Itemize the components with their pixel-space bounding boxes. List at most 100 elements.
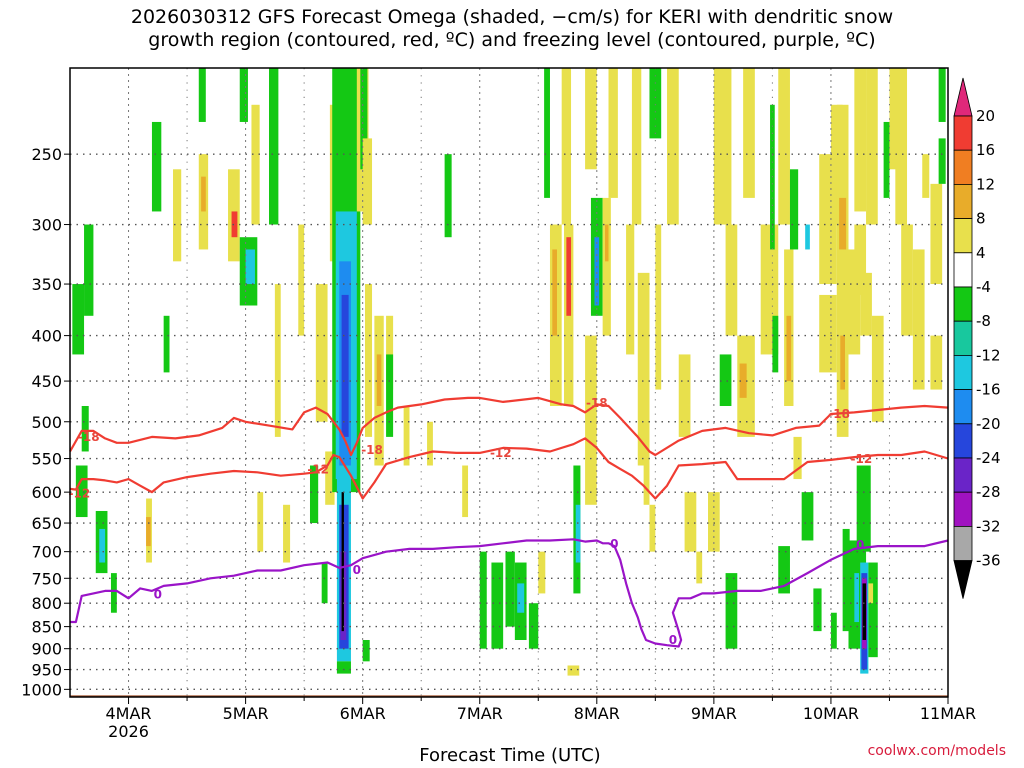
omega-cell xyxy=(895,68,908,225)
colorbar-swatch xyxy=(953,252,973,288)
colorbar-label: -28 xyxy=(976,483,1001,501)
omega-cell xyxy=(84,224,94,316)
omega-cell xyxy=(725,224,738,336)
y-tick-label: 700 xyxy=(31,543,62,562)
y-axis-ticks: 250 300 350 400 450 500 550 600 650 700 750 800 850 9… xyxy=(21,145,70,699)
colorbar-swatch xyxy=(953,320,973,356)
omega-cell xyxy=(146,517,151,547)
omega-cell xyxy=(793,436,802,480)
colorbar-swatch xyxy=(953,491,973,527)
omega-cell xyxy=(789,169,799,250)
omega-cell xyxy=(325,451,335,505)
omega-cell xyxy=(365,284,373,437)
omega-cell xyxy=(778,546,790,594)
omega-cell xyxy=(772,315,779,373)
colorbar-label: -36 xyxy=(976,552,1001,570)
x-tick-label: 7MAR xyxy=(457,704,503,723)
omega-cell xyxy=(862,583,867,641)
omega-cell xyxy=(239,68,248,122)
omega-shading xyxy=(72,68,946,676)
y-tick-label: 650 xyxy=(31,514,62,533)
colorbar-label: -12 xyxy=(976,346,1001,364)
omega-cell xyxy=(505,551,515,627)
y-tick-label: 600 xyxy=(31,483,62,502)
omega-cell xyxy=(517,583,525,613)
colorbar-swatch xyxy=(953,286,973,322)
x-tick-label: 10MAR xyxy=(803,704,859,723)
omega-cell xyxy=(173,169,182,262)
y-tick-label: 1000 xyxy=(21,680,62,699)
omega-cell xyxy=(713,68,732,225)
omega-cell xyxy=(725,573,738,649)
omega-cell xyxy=(649,68,662,139)
omega-cell xyxy=(544,68,550,198)
omega-cell xyxy=(386,315,394,390)
omega-cell xyxy=(830,612,837,649)
omega-cell xyxy=(678,354,691,437)
omega-cell xyxy=(561,68,572,225)
omega-cell xyxy=(81,405,89,452)
contour-label: -12 xyxy=(307,463,329,477)
omega-cell xyxy=(566,237,572,316)
omega-cell xyxy=(269,68,279,225)
omega-cell xyxy=(585,335,597,505)
omega-cell xyxy=(336,661,351,674)
chart-title: 2026030312 GFS Forecast Omega (shaded, −… xyxy=(130,6,894,51)
colorbar-swatch xyxy=(953,457,973,493)
omega-cell xyxy=(696,551,703,584)
credit-link[interactable]: coolwx.com/models xyxy=(867,743,1006,759)
colorbar-label: 20 xyxy=(976,107,995,125)
x-tick-label: 11MAR xyxy=(920,704,976,723)
omega-cell xyxy=(655,224,662,390)
omega-cell xyxy=(667,68,679,225)
omega-cell xyxy=(257,492,264,552)
ground-surface xyxy=(70,695,948,697)
x-tick-label: 6MAR xyxy=(340,704,386,723)
y-tick-label: 550 xyxy=(31,450,62,469)
omega-cell xyxy=(866,68,878,225)
omega-cell xyxy=(444,154,452,238)
contour-label: -18 xyxy=(78,430,100,444)
omega-cell xyxy=(868,583,874,604)
y-tick-label: 750 xyxy=(31,569,62,588)
colorbar-swatch xyxy=(953,183,973,219)
omega-cell xyxy=(479,551,487,649)
y-tick-label: 250 xyxy=(31,145,62,164)
omega-cell xyxy=(649,504,656,552)
omega-cell xyxy=(604,224,609,262)
colorbar-label: -20 xyxy=(976,415,1001,433)
omega-cell xyxy=(854,224,867,295)
omega-cell xyxy=(75,465,88,518)
y-tick-label: 850 xyxy=(31,618,62,637)
colorbar-label: -32 xyxy=(976,517,1001,535)
omega-cell xyxy=(341,492,344,632)
y-tick-label: 800 xyxy=(31,594,62,613)
y-tick-label: 300 xyxy=(31,216,62,235)
colorbar-label: 12 xyxy=(976,175,995,193)
y-tick-label: 400 xyxy=(31,327,62,346)
contour-labels: -18 -12 -12 -18 -12 -18 -18 -12 0 0 0 0 0 xyxy=(69,396,873,647)
contour-label: -18 xyxy=(828,407,850,421)
plot-frame xyxy=(69,67,949,698)
contour-m18 xyxy=(69,396,949,457)
omega-cell xyxy=(719,354,732,406)
omega-cell xyxy=(883,121,890,198)
omega-cell xyxy=(871,315,884,422)
omega-cell xyxy=(743,68,755,198)
y-tick-label: 950 xyxy=(31,661,62,680)
contour-label: 0 xyxy=(353,563,361,577)
colorbar-label: -8 xyxy=(976,312,991,330)
colorbar-top-arrow xyxy=(953,77,973,117)
contour-label: 0 xyxy=(154,587,162,601)
contour-label: -12 xyxy=(69,486,91,500)
omega-cell xyxy=(854,68,867,212)
omega-cell xyxy=(643,465,650,505)
omega-cell xyxy=(283,504,291,563)
omega-cell xyxy=(251,104,260,225)
y-tick-label: 900 xyxy=(31,640,62,659)
colorbar-swatch xyxy=(953,115,973,151)
omega-cell xyxy=(805,224,810,250)
omega-cell xyxy=(528,603,539,649)
contour-label: -18 xyxy=(361,443,383,457)
